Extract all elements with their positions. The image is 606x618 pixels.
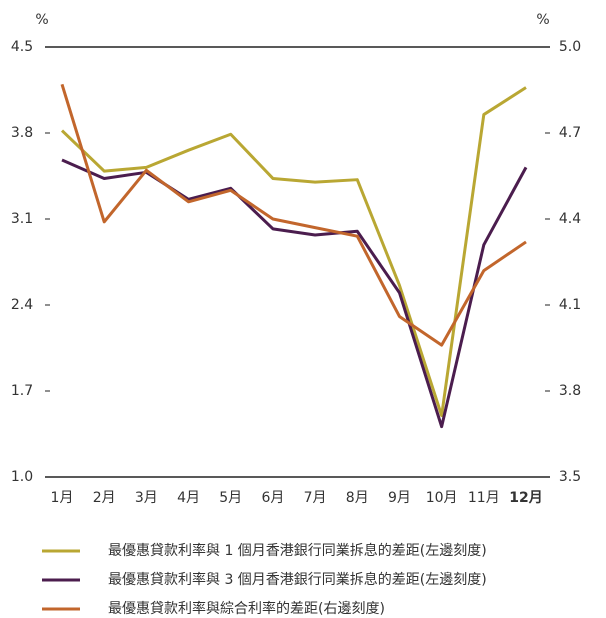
line-series: [60, 83, 527, 347]
y2-tick-label: 4.7: [559, 125, 581, 141]
x-tick-label: 8月: [346, 490, 369, 506]
x-tick-label: 1月: [51, 490, 74, 506]
legend-label: 最優惠貸款利率與 3 個月香港銀行同業拆息的差距(左邊刻度): [108, 571, 487, 588]
x-tick-label: 2月: [93, 490, 116, 506]
x-tick-label: 9月: [388, 490, 411, 506]
y-tick-label: 1.0: [11, 469, 33, 485]
x-tick-label: 3月: [135, 490, 158, 506]
y-tick-label: 3.8: [11, 125, 33, 141]
y-tick-label: 1.7: [11, 383, 33, 399]
line-series: [61, 158, 528, 429]
x-tick-label: 10月: [426, 490, 458, 506]
y2-tick-label: 3.5: [559, 469, 581, 485]
legend-label: 最優惠貸款利率與 1 個月香港銀行同業拆息的差距(左邊刻度): [108, 542, 487, 559]
x-tick-label: 7月: [304, 490, 327, 506]
x-tick-label: 11月: [468, 490, 500, 506]
x-tick-label: 5月: [219, 490, 242, 506]
y-tick-label: 4.5: [11, 39, 33, 55]
y2-axis-label: %: [536, 12, 549, 28]
y2-tick-label: 4.1: [559, 297, 581, 313]
x-tick-label: 6月: [261, 490, 284, 506]
x-tick-label: 4月: [177, 490, 200, 506]
y2-tick-label: 4.4: [559, 211, 581, 227]
y2-tick-label: 5.0: [559, 39, 581, 55]
y-tick-label: 2.4: [11, 297, 33, 313]
y-tick-label: 3.1: [11, 211, 33, 227]
y-axis-label: %: [35, 12, 48, 28]
line-series: [60, 86, 527, 418]
y2-tick-label: 3.8: [559, 383, 581, 399]
x-tick-label: 12月: [509, 490, 542, 506]
legend-label: 最優惠貸款利率與綜合利率的差距(右邊刻度): [108, 600, 385, 617]
